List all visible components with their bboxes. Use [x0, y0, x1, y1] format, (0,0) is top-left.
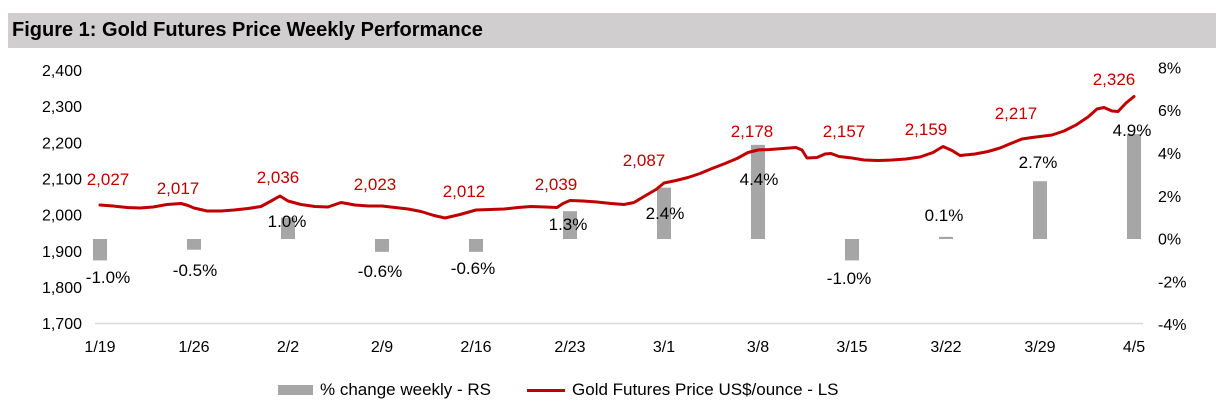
weekly-change-bar — [845, 239, 859, 261]
x-axis-tick-label: 3/22 — [930, 339, 961, 356]
y-axis-left-tick-label: 2,300 — [42, 99, 82, 116]
y-axis-right-tick-label: -4% — [1158, 317, 1186, 334]
y-axis-right-tick-label: 2% — [1158, 189, 1181, 206]
legend-item-weekly-change: % change weekly - RS — [278, 380, 491, 400]
weekly-change-bar — [751, 144, 765, 239]
bar-swatch-icon — [278, 385, 313, 395]
price-point-label: 2,178 — [731, 122, 774, 141]
x-axis-tick-label: 3/15 — [836, 339, 867, 356]
x-axis-tick-label: 2/23 — [554, 339, 585, 356]
y-axis-right-tick-label: 8% — [1158, 60, 1181, 77]
weekly-change-bar-label: 2.7% — [1019, 153, 1058, 172]
line-swatch-icon — [527, 388, 566, 392]
weekly-change-bar — [281, 217, 295, 239]
y-axis-right-tick-label: 6% — [1158, 103, 1181, 120]
price-point-label: 2,087 — [623, 151, 666, 170]
weekly-change-bar — [1127, 134, 1141, 239]
figure-title-bar: Figure 1: Gold Futures Price Weekly Perf… — [8, 13, 1216, 48]
y-axis-left-tick-label: 2,400 — [42, 63, 82, 80]
price-point-label: 2,157 — [823, 122, 866, 141]
x-axis-tick-label: 3/8 — [747, 339, 769, 356]
y-axis-left-tick-label: 2,000 — [42, 208, 82, 225]
x-axis-tick-label: 1/26 — [178, 339, 209, 356]
price-point-label: 2,023 — [354, 175, 397, 194]
legend-label-weekly-change: % change weekly - RS — [320, 380, 492, 399]
y-axis-left-tick-label: 2,200 — [42, 135, 82, 152]
weekly-change-bar-label: 1.3% — [549, 215, 588, 234]
chart-legend: % change weekly - RS Gold Futures Price … — [278, 379, 839, 401]
weekly-change-bar — [93, 239, 107, 261]
y-axis-right-tick-label: 4% — [1158, 146, 1181, 163]
figure-title: Figure 1: Gold Futures Price Weekly Perf… — [12, 19, 483, 41]
x-axis-tick-label: 4/5 — [1123, 339, 1145, 356]
weekly-change-bar — [939, 236, 953, 239]
y-axis-right-tick-label: -2% — [1158, 274, 1186, 291]
weekly-change-bar-label: 4.4% — [740, 170, 779, 189]
y-axis-left-tick-label: 1,800 — [42, 280, 82, 297]
price-point-label: 2,159 — [905, 120, 948, 139]
y-axis-right-tick-label: 0% — [1158, 232, 1181, 249]
weekly-change-bar-label: -1.0% — [827, 269, 871, 288]
price-point-label: 2,326 — [1093, 70, 1136, 89]
weekly-change-bar-label: 2.4% — [646, 204, 685, 223]
weekly-change-bar — [563, 211, 577, 239]
x-axis-tick-label: 3/29 — [1024, 339, 1055, 356]
y-axis-left-tick-label: 1,700 — [42, 316, 82, 333]
price-line — [98, 95, 1136, 220]
weekly-change-bar — [375, 239, 389, 252]
x-axis-tick-label: 1/19 — [84, 339, 115, 356]
weekly-change-bar — [187, 239, 201, 250]
legend-label-gold-price: Gold Futures Price US$/ounce - LS — [572, 380, 839, 399]
weekly-change-bar-label: -1.0% — [86, 268, 130, 287]
x-axis-tick-label: 2/9 — [371, 339, 393, 356]
price-point-label: 2,039 — [535, 175, 578, 194]
x-axis-tick-label: 2/2 — [277, 339, 299, 356]
weekly-change-bar-label: -0.6% — [451, 259, 495, 278]
price-point-label: 2,027 — [87, 170, 130, 189]
price-point-label: 2,012 — [443, 182, 486, 201]
legend-item-gold-price: Gold Futures Price US$/ounce - LS — [527, 380, 839, 400]
x-axis-tick-label: 3/1 — [653, 339, 675, 356]
y-axis-left-tick-label: 2,100 — [42, 172, 82, 189]
weekly-change-bar-label: -0.5% — [173, 261, 217, 280]
x-axis-tick-label: 2/16 — [460, 339, 491, 356]
price-point-label: 2,017 — [157, 179, 200, 198]
price-point-label: 2,036 — [257, 168, 300, 187]
price-point-label: 2,217 — [995, 104, 1038, 123]
weekly-change-bar-label: 0.1% — [925, 206, 964, 225]
weekly-change-bar-label: 1.0% — [268, 212, 307, 231]
weekly-change-bar — [657, 187, 671, 239]
weekly-change-bar-label: -0.6% — [358, 262, 402, 281]
weekly-change-bar — [469, 239, 483, 252]
weekly-change-bar — [1033, 181, 1047, 239]
y-axis-left-tick-label: 1,900 — [42, 244, 82, 261]
weekly-change-bar-label: 4.9% — [1113, 121, 1152, 140]
